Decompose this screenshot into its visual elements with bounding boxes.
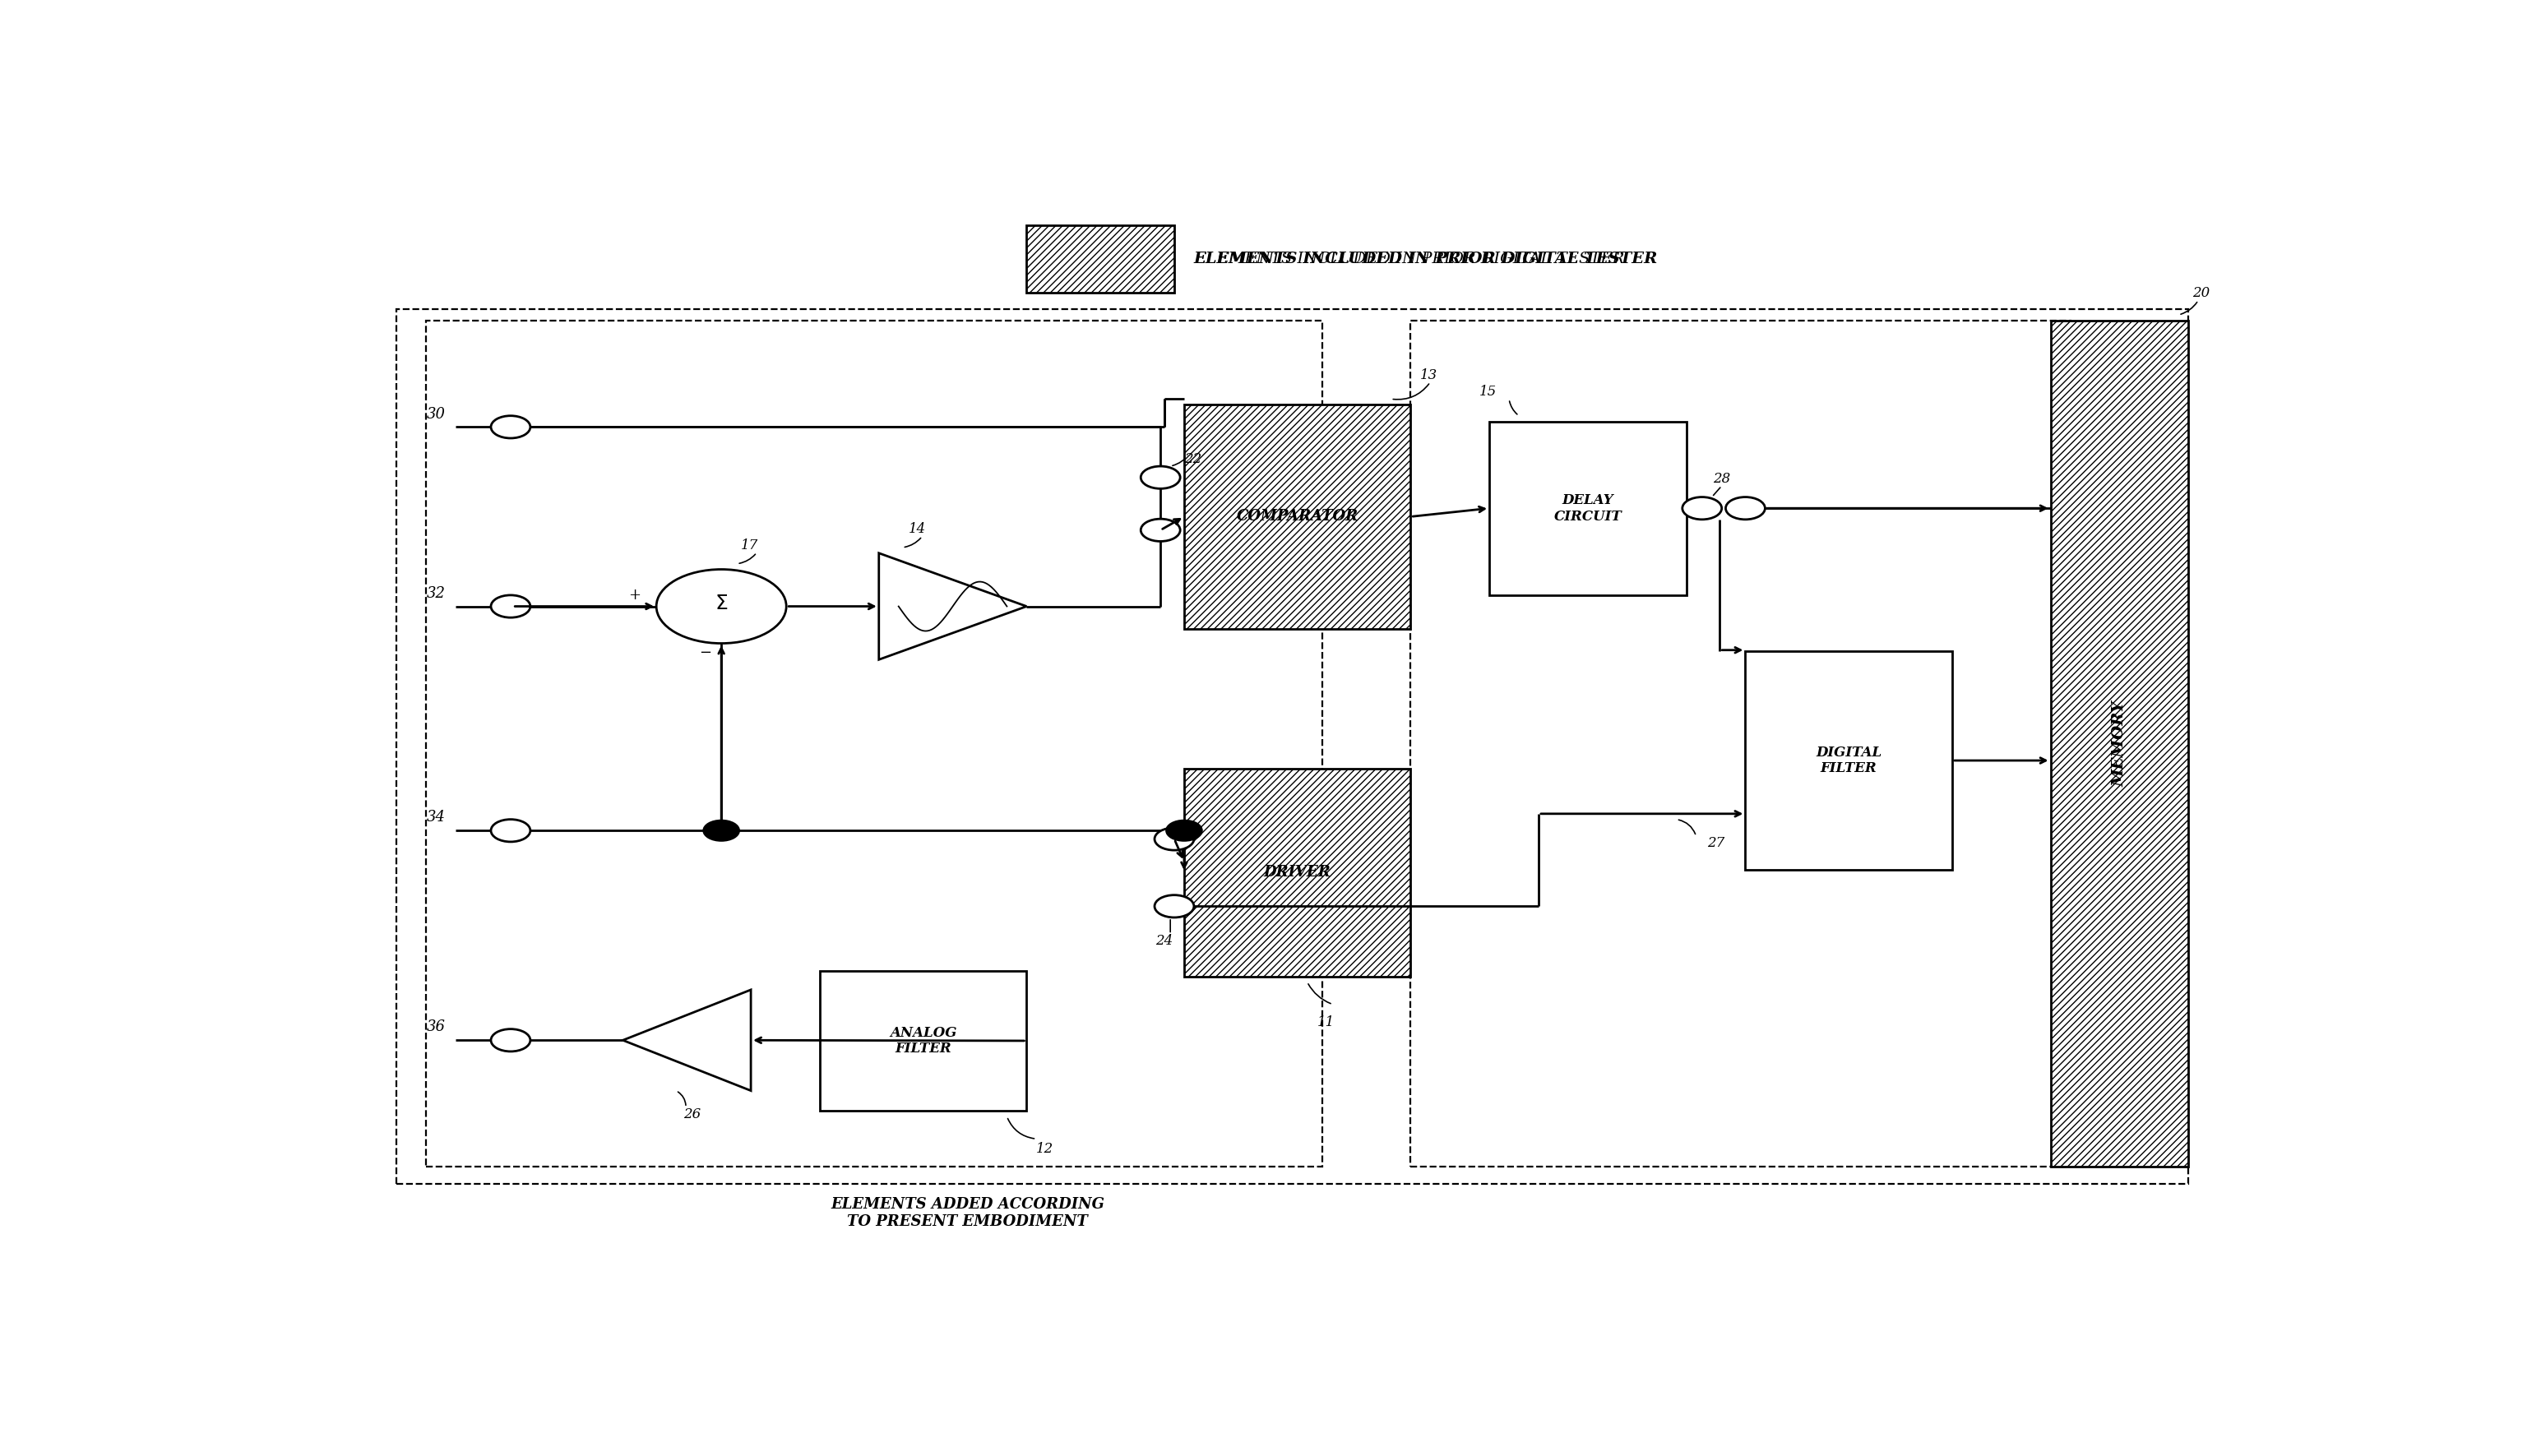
Text: 26: 26 bbox=[684, 1108, 701, 1121]
Bar bbox=[1489, 421, 1687, 596]
Text: 15: 15 bbox=[1479, 384, 1497, 399]
Text: 17: 17 bbox=[742, 539, 760, 552]
Text: ELEMENTS INCLUDED IN PRIOR DIGITAL TESTER: ELEMENTS INCLUDED IN PRIOR DIGITAL TESTE… bbox=[1194, 252, 1624, 266]
Bar bbox=[2051, 320, 2188, 1166]
Text: MEMORY: MEMORY bbox=[2112, 700, 2127, 786]
Circle shape bbox=[1141, 466, 1179, 489]
Text: 28: 28 bbox=[1713, 472, 1730, 486]
Text: ELEMENTS INCLUDED IN PRIOR DIGITAL TESTER: ELEMENTS INCLUDED IN PRIOR DIGITAL TESTE… bbox=[1194, 252, 1659, 266]
Circle shape bbox=[1154, 895, 1194, 917]
Bar bbox=[1027, 226, 1174, 293]
Bar bbox=[1184, 405, 1410, 629]
Text: $\Sigma$: $\Sigma$ bbox=[714, 594, 729, 613]
Text: 34: 34 bbox=[427, 810, 445, 826]
Circle shape bbox=[1141, 518, 1179, 542]
Bar bbox=[1410, 320, 2071, 1166]
Polygon shape bbox=[623, 990, 752, 1091]
Text: 32: 32 bbox=[427, 585, 445, 601]
Text: +: + bbox=[628, 588, 640, 603]
Text: 12: 12 bbox=[1037, 1143, 1055, 1156]
Text: 20: 20 bbox=[2193, 287, 2211, 300]
Text: DELAY
CIRCUIT: DELAY CIRCUIT bbox=[1553, 494, 1621, 523]
Text: 22: 22 bbox=[1184, 453, 1202, 466]
Circle shape bbox=[490, 416, 531, 438]
Bar bbox=[396, 309, 2188, 1184]
Circle shape bbox=[1725, 496, 1766, 520]
Text: ANALOG
FILTER: ANALOG FILTER bbox=[889, 1025, 958, 1056]
Text: −: − bbox=[699, 645, 711, 661]
Circle shape bbox=[490, 820, 531, 842]
Text: 27: 27 bbox=[1708, 836, 1725, 850]
Text: 11: 11 bbox=[1316, 1016, 1334, 1029]
Circle shape bbox=[1154, 828, 1194, 850]
Circle shape bbox=[490, 596, 531, 617]
Circle shape bbox=[1682, 496, 1723, 520]
Text: 24: 24 bbox=[1156, 935, 1174, 948]
Text: ELEMENTS ADDED ACCORDING
TO PRESENT EMBODIMENT: ELEMENTS ADDED ACCORDING TO PRESENT EMBO… bbox=[831, 1197, 1105, 1229]
Text: DIGITAL
FILTER: DIGITAL FILTER bbox=[1817, 745, 1883, 776]
Text: 14: 14 bbox=[910, 523, 925, 536]
Text: COMPARATOR: COMPARATOR bbox=[1237, 510, 1359, 524]
Circle shape bbox=[1166, 821, 1202, 840]
Bar bbox=[1746, 651, 1951, 869]
Text: 36: 36 bbox=[427, 1019, 445, 1035]
Bar bbox=[1184, 769, 1410, 977]
Circle shape bbox=[490, 1029, 531, 1051]
Bar bbox=[427, 320, 1321, 1166]
Text: DRIVER: DRIVER bbox=[1263, 865, 1331, 879]
Circle shape bbox=[656, 569, 785, 644]
Text: 30: 30 bbox=[427, 406, 445, 421]
Polygon shape bbox=[879, 553, 1027, 660]
Text: 13: 13 bbox=[1420, 368, 1438, 381]
Circle shape bbox=[704, 821, 739, 840]
Bar bbox=[821, 971, 1027, 1111]
